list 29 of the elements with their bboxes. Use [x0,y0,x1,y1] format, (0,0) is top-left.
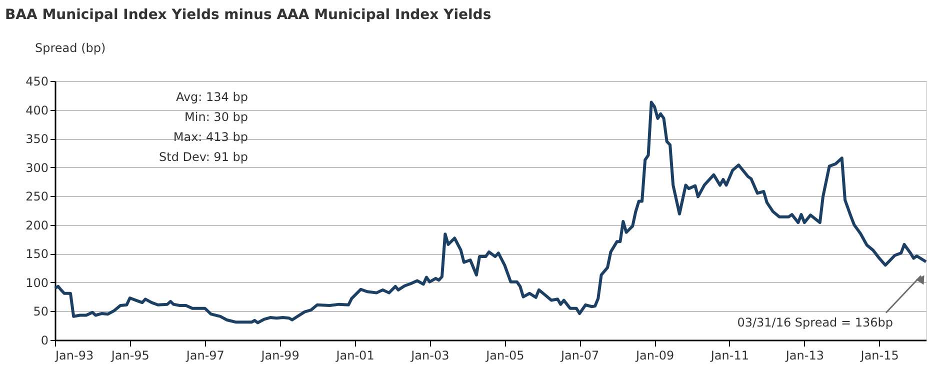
x-tick-label: Jan-11 [710,348,749,362]
y-tick-label: 150 [26,247,48,262]
annotation: Std Dev: 91 bp [159,150,248,164]
x-tick-label: Jan-13 [784,348,824,362]
y-tick-label: 100 [26,276,48,290]
chart-title: BAA Municipal Index Yields minus AAA Municipal Index Yields [5,7,492,23]
y-tick-label: 50 [33,304,48,319]
y-tick-label: 200 [26,218,48,232]
annotation: Min: 30 bp [184,110,248,124]
x-tick-label: Jan-01 [335,348,374,362]
annotation: Max: 413 bp [173,130,248,144]
y-tick-label: 450 [26,74,48,88]
x-tick-label: Jan-05 [485,348,524,362]
annotation: Avg: 134 bp [176,90,248,104]
x-tick-label: Jan-93 [54,348,94,362]
x-tick-label: Jan-09 [634,348,674,362]
x-tick-label: Jan-99 [260,348,300,362]
y-tick-label: 300 [26,160,48,175]
x-tick-label: Jan-95 [110,348,150,362]
y-tick-label: 250 [26,190,48,204]
y-axis-title: Spread (bp) [35,41,106,55]
y-tick-label: 0 [40,334,48,348]
x-tick-label: Jan-15 [860,348,899,362]
y-tick-label: 350 [26,132,48,146]
y-tick-label: 400 [26,103,48,118]
x-tick-label: Jan-07 [560,348,600,362]
annotation: 03/31/16 Spread = 136bp [737,316,893,330]
x-tick-label: Jan-97 [185,348,224,362]
x-tick-label: Jan-03 [410,348,450,362]
